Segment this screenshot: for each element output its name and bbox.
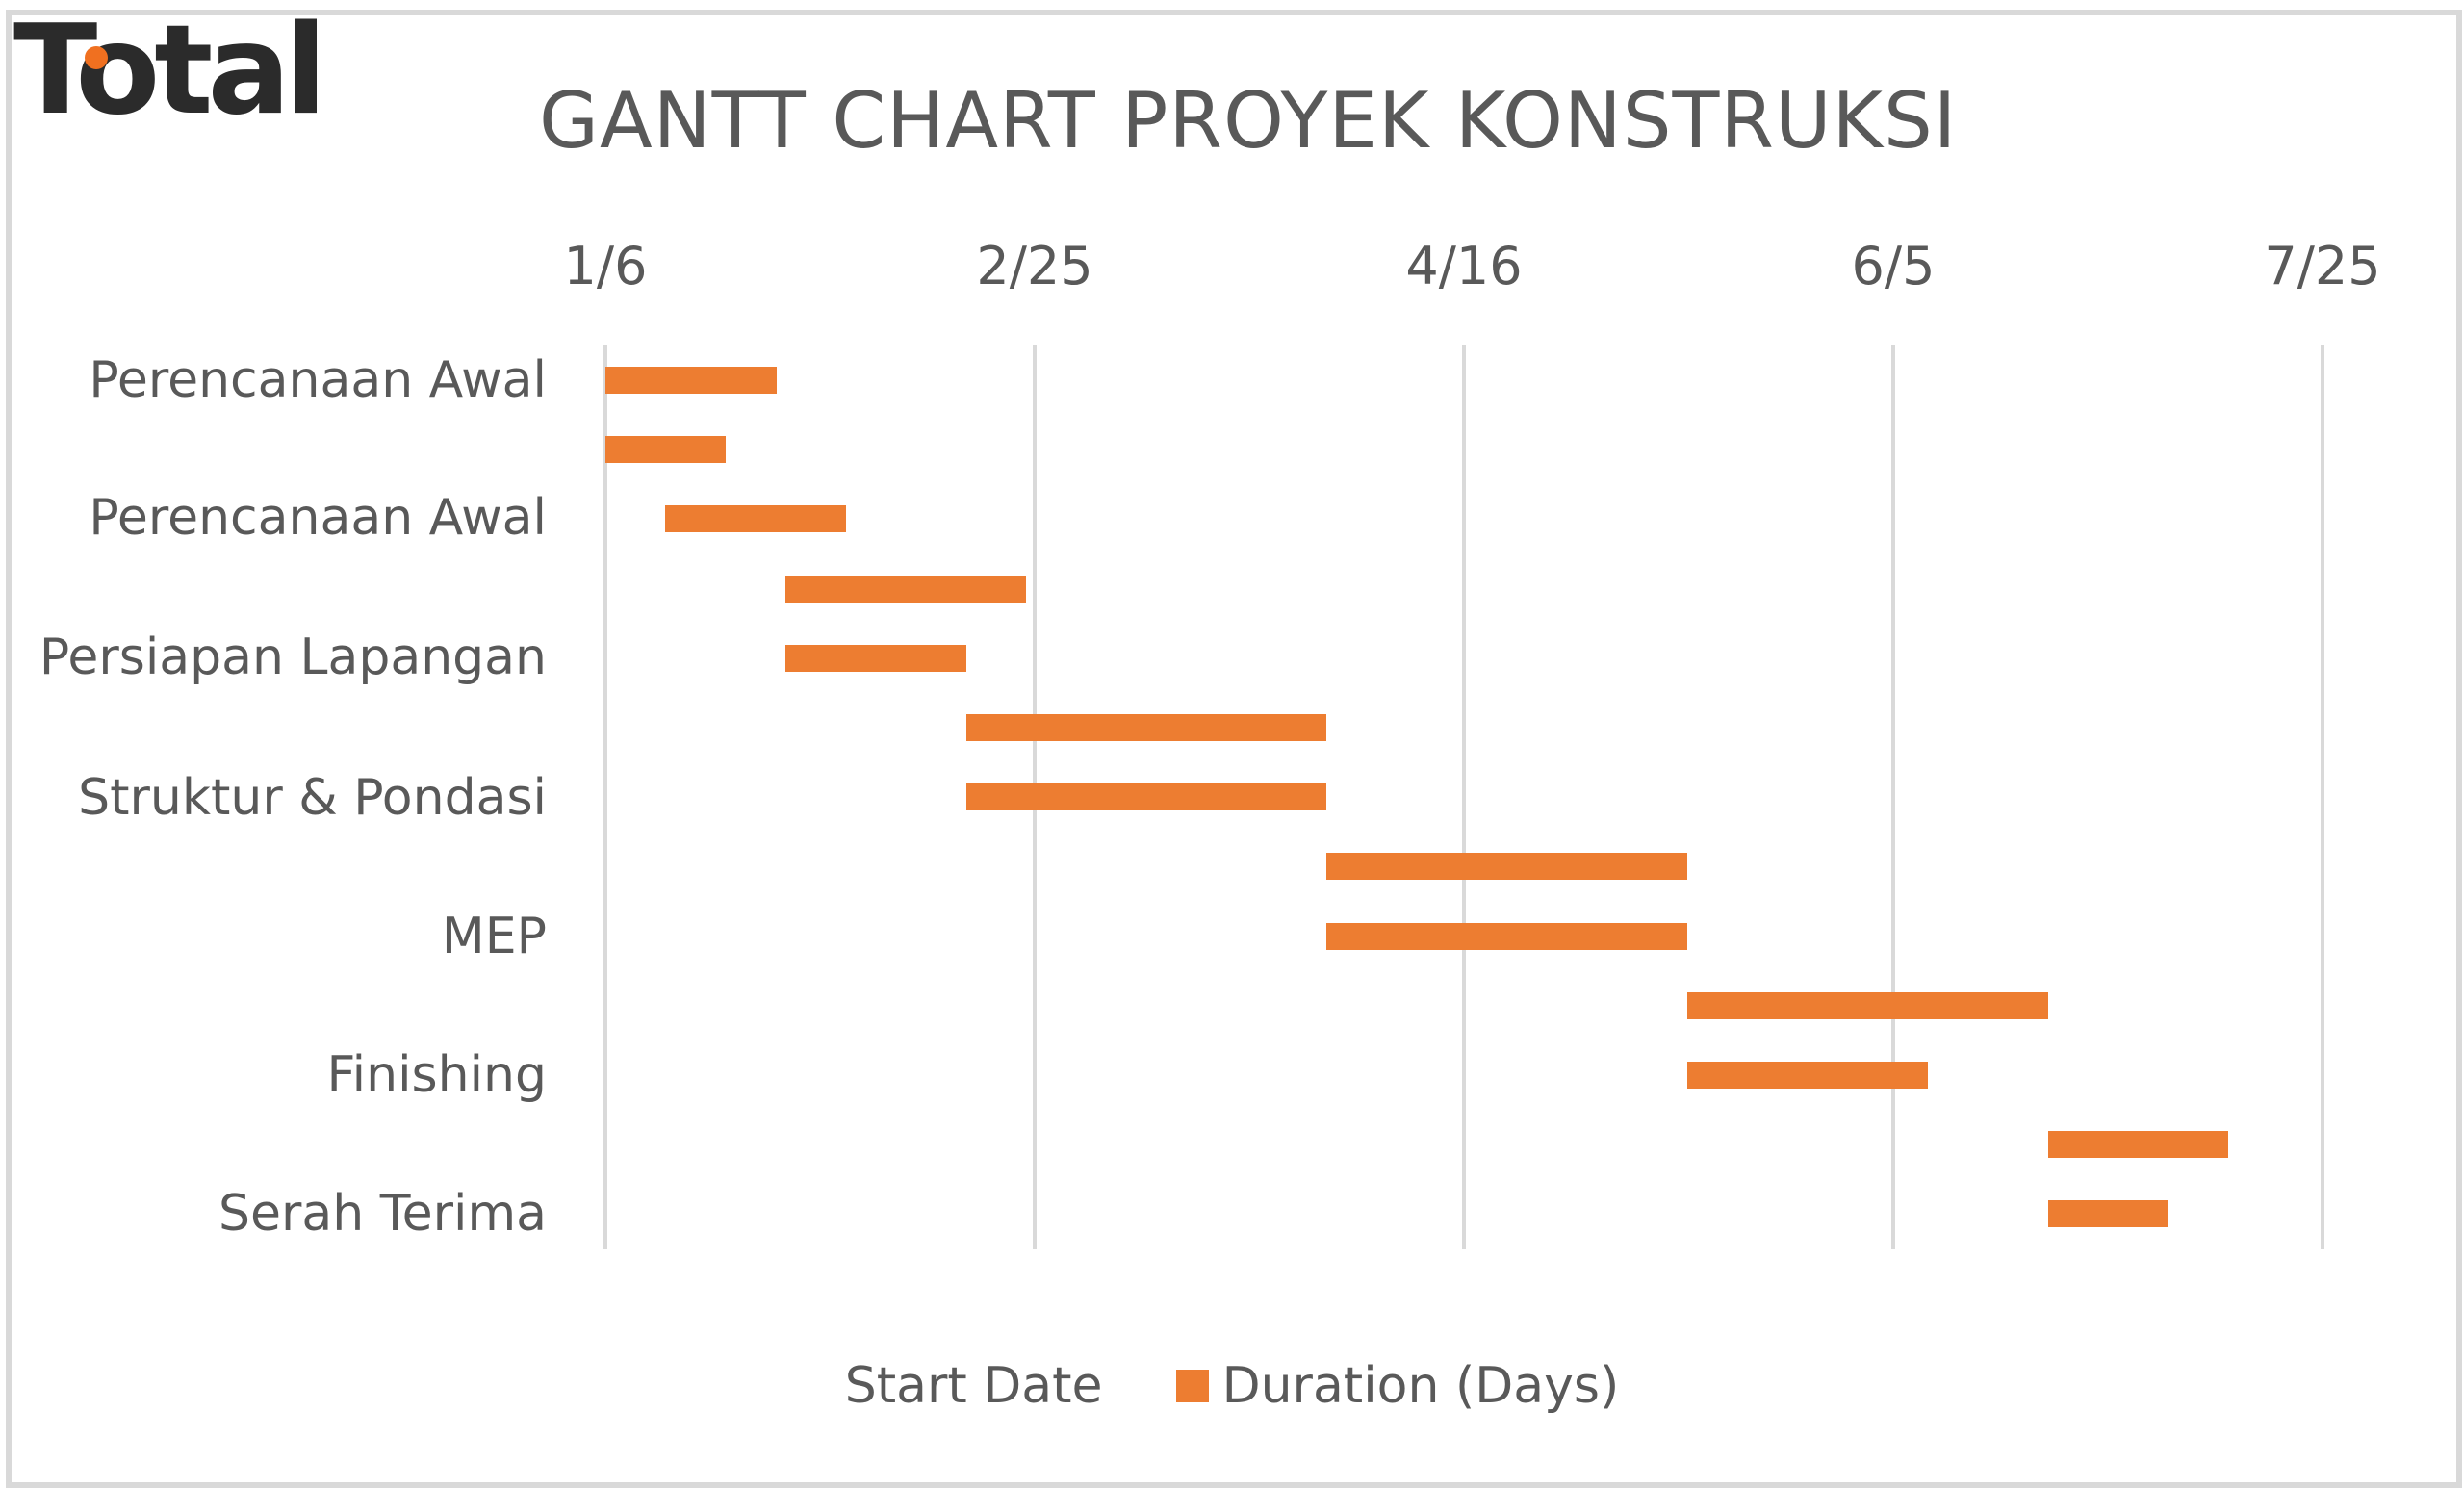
gridline bbox=[1891, 345, 1895, 1249]
gantt-bar bbox=[785, 644, 966, 672]
gantt-bar bbox=[965, 783, 1327, 811]
gantt-bar bbox=[1326, 922, 1687, 950]
x-tick-label: 1/6 bbox=[563, 236, 648, 296]
gantt-bar bbox=[605, 367, 778, 394]
logo-text: Total bbox=[13, 0, 327, 142]
y-axis-label: Struktur & Pondasi bbox=[78, 769, 547, 827]
gridline bbox=[1462, 345, 1466, 1249]
y-axis-label: Perencanaan Awal bbox=[89, 489, 547, 547]
legend-label: Duration (Days) bbox=[1221, 1357, 1620, 1415]
gantt-bar bbox=[1686, 991, 2048, 1019]
gantt-bar bbox=[965, 714, 1327, 741]
chart-frame bbox=[6, 10, 2462, 1488]
logo-dot-icon bbox=[85, 46, 108, 69]
legend-item-start-date: Start Date bbox=[845, 1355, 1103, 1417]
y-axis-label: MEP bbox=[441, 908, 547, 965]
x-tick-label: 2/25 bbox=[976, 236, 1093, 296]
x-tick-label: 7/25 bbox=[2264, 236, 2381, 296]
gantt-bar bbox=[2047, 1200, 2169, 1228]
x-tick-label: 4/16 bbox=[1405, 236, 1523, 296]
gantt-bar bbox=[2047, 1131, 2228, 1159]
gantt-bar bbox=[785, 575, 1027, 603]
legend: Start Date Duration (Days) bbox=[0, 1352, 2464, 1420]
y-axis-label: Perencanaan Awal bbox=[89, 351, 547, 409]
y-axis-label: Persiapan Lapangan bbox=[38, 629, 547, 686]
x-tick-label: 6/5 bbox=[1851, 236, 1936, 296]
gridline bbox=[603, 345, 607, 1249]
chart-title: GANTT CHART PROYEK KONSTRUKSI bbox=[539, 76, 1958, 166]
y-axis-label: Serah Terima bbox=[218, 1185, 547, 1243]
legend-label: Start Date bbox=[844, 1357, 1103, 1415]
y-axis-label: Finishing bbox=[326, 1046, 547, 1104]
gantt-bar bbox=[1686, 1062, 1928, 1089]
gantt-bar bbox=[605, 436, 726, 464]
legend-item-duration: Duration (Days) bbox=[1175, 1355, 1620, 1417]
gantt-bar bbox=[665, 505, 846, 533]
gridline bbox=[2321, 345, 2324, 1249]
legend-swatch-icon bbox=[1175, 1370, 1209, 1402]
gantt-bar bbox=[1326, 853, 1687, 881]
logo: Total bbox=[13, 10, 327, 133]
